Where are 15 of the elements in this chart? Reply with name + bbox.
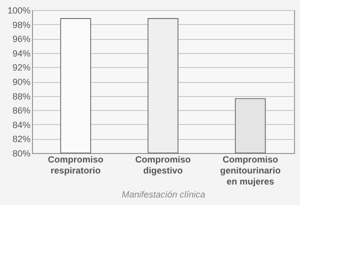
y-tick-label: 84% <box>12 120 30 130</box>
y-tick-label: 86% <box>12 106 30 116</box>
y-tick-label: 92% <box>12 62 30 73</box>
x-axis-title: Manifestación clínica <box>122 190 206 200</box>
x-tick-label: Compromiso digestivo <box>135 154 192 176</box>
y-tick-label: 96% <box>12 34 30 44</box>
y-tick-label: 100% <box>7 6 30 16</box>
y-tick-label: 94% <box>12 48 30 58</box>
x-tick-label: Compromiso genitourinario en mujeres <box>220 154 282 186</box>
y-tick-label: 98% <box>12 20 30 30</box>
y-tick-label: 90% <box>12 77 30 87</box>
y-tick-label: 82% <box>12 134 30 144</box>
x-tick-label: Compromiso respiratorio <box>48 154 104 176</box>
y-tick-label: 88% <box>12 91 30 102</box>
y-tick-label: 80% <box>12 148 30 158</box>
